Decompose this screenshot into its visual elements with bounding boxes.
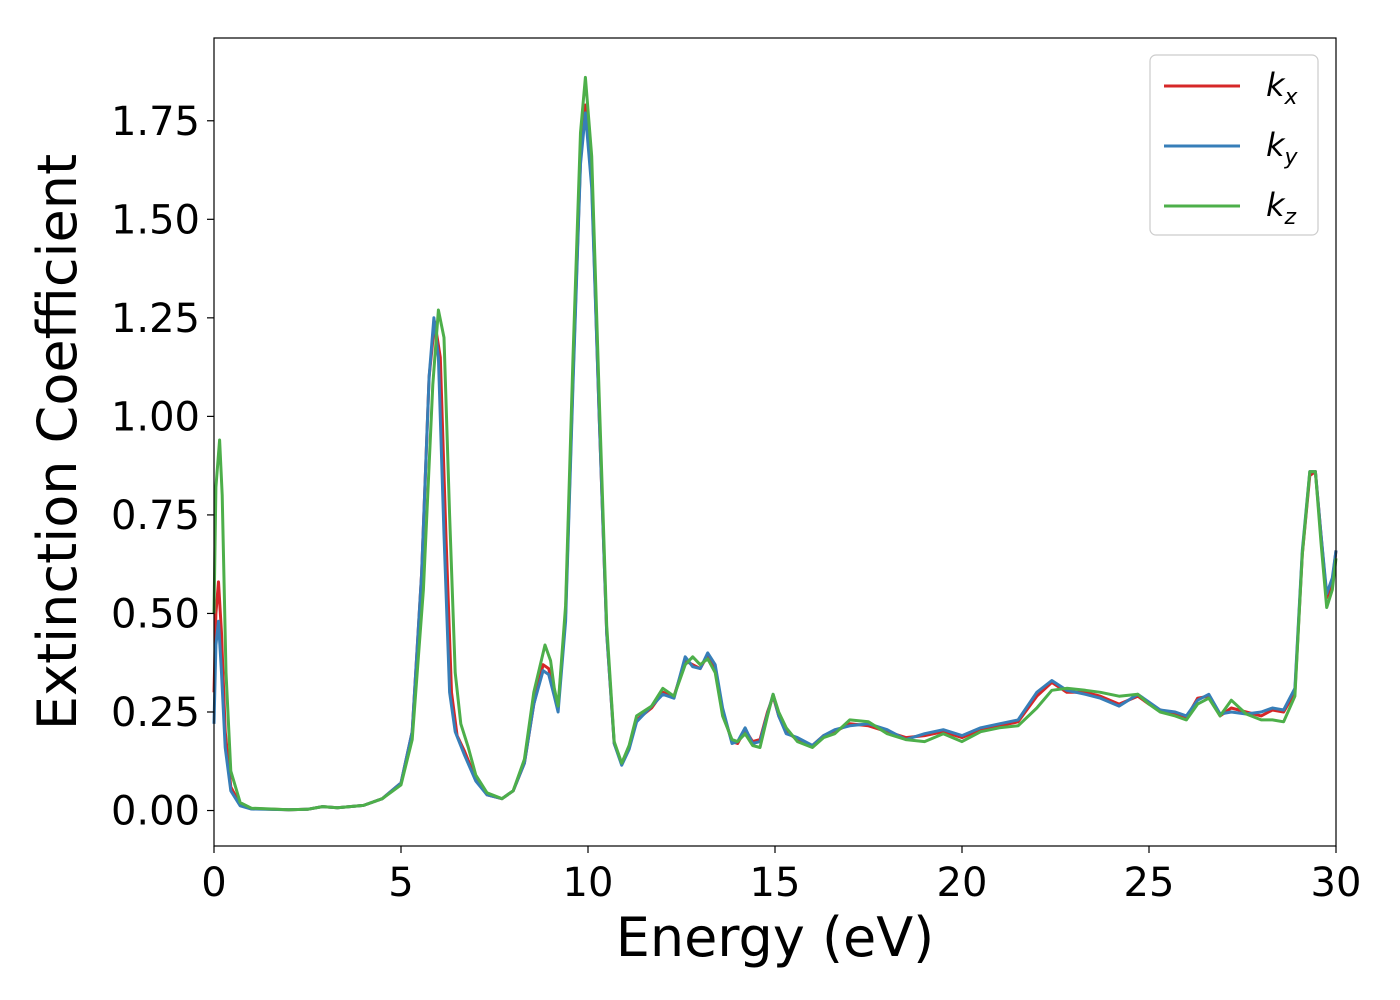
plot-area bbox=[214, 38, 1336, 846]
x-tick-label: 15 bbox=[750, 860, 801, 906]
y-tick-label: 0.25 bbox=[111, 690, 200, 736]
legend-label-subscript: y bbox=[1284, 145, 1299, 170]
y-tick-label: 1.50 bbox=[111, 197, 200, 243]
y-tick-label: 0.75 bbox=[111, 493, 200, 539]
y-tick-label: 1.75 bbox=[111, 99, 200, 145]
x-tick-label: 30 bbox=[1311, 860, 1362, 906]
x-tick-label: 5 bbox=[388, 860, 413, 906]
legend-label-kx: kx bbox=[1266, 66, 1299, 110]
legend-label-base: k bbox=[1266, 126, 1286, 164]
x-axis-title: Energy (eV) bbox=[616, 906, 935, 969]
x-tick-label: 10 bbox=[563, 860, 614, 906]
y-tick-label: 1.00 bbox=[111, 394, 200, 440]
x-tick-label: 20 bbox=[937, 860, 988, 906]
series-layer bbox=[212, 75, 1338, 812]
y-axis: 0.00 0.25 0.50 0.75 1.00 1.25 1.50 1.75 bbox=[111, 99, 214, 835]
x-axis: 0 5 10 15 20 25 30 bbox=[201, 846, 1361, 906]
legend-label-subscript: z bbox=[1284, 205, 1297, 230]
series-line-ky bbox=[212, 111, 1338, 812]
y-axis-title: Extinction Coefficient bbox=[26, 154, 89, 730]
y-tick-label: 0.00 bbox=[111, 789, 200, 835]
series-line-kz bbox=[212, 75, 1338, 812]
legend-label-kz: kz bbox=[1266, 186, 1297, 230]
y-tick-label: 0.50 bbox=[111, 591, 200, 637]
legend-label-base: k bbox=[1266, 186, 1286, 224]
legend-label-ky: ky bbox=[1266, 126, 1299, 170]
y-tick-label: 1.25 bbox=[111, 296, 200, 342]
x-tick-label: 25 bbox=[1124, 860, 1175, 906]
legend-label-base: k bbox=[1266, 66, 1286, 104]
legend-label-subscript: x bbox=[1284, 85, 1299, 110]
x-tick-label: 0 bbox=[201, 860, 226, 906]
